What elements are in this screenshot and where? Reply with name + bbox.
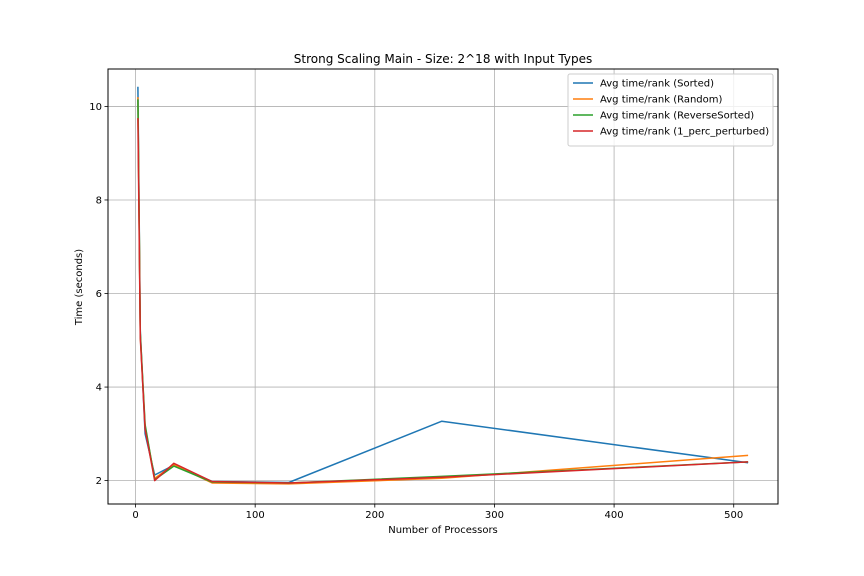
plot-frame: [107, 68, 779, 505]
x-tick-label: 100: [246, 510, 265, 521]
x-axis-label: Number of Processors: [388, 525, 498, 536]
y-tick-label: 4: [96, 383, 102, 394]
x-tick-label: 400: [605, 510, 624, 521]
axis-ticks: 0 100 200 300 400 500 2 4 6 8 10: [89, 102, 743, 521]
y-tick-label: 6: [96, 289, 102, 300]
x-tick-label: 300: [485, 510, 504, 521]
x-tick-label: 500: [724, 510, 743, 521]
series-layer: [137, 86, 749, 485]
x-tick-label: 200: [365, 510, 384, 521]
legend-label-3: Avg time/rank (1_perc_perturbed): [600, 127, 769, 138]
legend-label-1: Avg time/rank (Random): [600, 95, 723, 106]
y-tick-label: 8: [96, 195, 102, 206]
legend: Avg time/rank (Sorted) Avg time/rank (Ran…: [567, 73, 774, 147]
y-tick-label: 2: [96, 476, 102, 487]
legend-box: [567, 73, 774, 147]
y-axis-label: Time (seconds): [74, 249, 85, 326]
legend-label-2: Avg time/rank (ReverseSorted): [600, 111, 754, 122]
legend-label-0: Avg time/rank (Sorted): [600, 79, 714, 90]
chart-title: Strong Scaling Main - Size: 2^18 with In…: [294, 52, 593, 66]
y-tick-label: 10: [89, 102, 102, 113]
series-line-3: [137, 118, 749, 484]
x-tick-label: 0: [132, 510, 138, 521]
